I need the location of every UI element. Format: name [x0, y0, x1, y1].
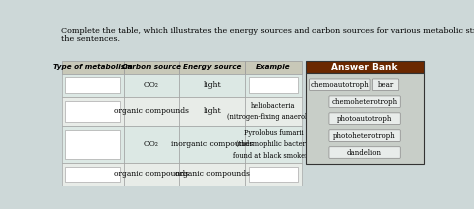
FancyBboxPatch shape	[124, 97, 179, 126]
FancyBboxPatch shape	[310, 79, 370, 90]
Text: chemoautotroph: chemoautotroph	[310, 81, 369, 89]
Text: bear: bear	[377, 81, 393, 89]
FancyBboxPatch shape	[179, 163, 245, 186]
Text: dandelion: dandelion	[347, 149, 382, 157]
FancyBboxPatch shape	[245, 61, 302, 74]
Text: Complete the table, which illustrates the energy sources and carbon sources for : Complete the table, which illustrates th…	[61, 27, 474, 35]
FancyBboxPatch shape	[329, 147, 400, 158]
FancyBboxPatch shape	[124, 126, 179, 163]
FancyBboxPatch shape	[329, 130, 400, 141]
FancyBboxPatch shape	[249, 167, 298, 182]
FancyBboxPatch shape	[245, 74, 302, 97]
FancyBboxPatch shape	[245, 97, 302, 126]
Text: light: light	[203, 81, 221, 89]
Text: photoautotroph: photoautotroph	[337, 115, 392, 123]
Text: heliobacteria
(nitrogen-fixing anaerobes): heliobacteria (nitrogen-fixing anaerobes…	[228, 102, 319, 121]
FancyBboxPatch shape	[65, 101, 120, 122]
FancyBboxPatch shape	[329, 96, 400, 107]
FancyBboxPatch shape	[306, 73, 423, 164]
Text: inorganic compounds: inorganic compounds	[171, 140, 254, 148]
FancyBboxPatch shape	[124, 61, 179, 74]
Text: chemoheterotroph: chemoheterotroph	[331, 98, 398, 106]
FancyBboxPatch shape	[65, 78, 120, 93]
FancyBboxPatch shape	[373, 79, 399, 90]
FancyBboxPatch shape	[179, 61, 245, 74]
FancyBboxPatch shape	[245, 163, 302, 186]
Text: Answer Bank: Answer Bank	[331, 62, 398, 71]
Text: CO₂: CO₂	[144, 81, 159, 89]
Text: the sentences.: the sentences.	[61, 35, 120, 43]
FancyBboxPatch shape	[306, 61, 423, 73]
FancyBboxPatch shape	[245, 126, 302, 163]
Text: Example: Example	[256, 64, 291, 70]
FancyBboxPatch shape	[62, 163, 124, 186]
FancyBboxPatch shape	[62, 61, 124, 74]
Text: Type of metabolism: Type of metabolism	[53, 64, 132, 70]
Text: Energy source: Energy source	[183, 64, 241, 70]
Text: CO₂: CO₂	[144, 140, 159, 148]
FancyBboxPatch shape	[179, 97, 245, 126]
FancyBboxPatch shape	[179, 126, 245, 163]
FancyBboxPatch shape	[65, 167, 120, 182]
FancyBboxPatch shape	[65, 130, 120, 159]
FancyBboxPatch shape	[124, 163, 179, 186]
Text: Carbon source: Carbon source	[122, 64, 181, 70]
FancyBboxPatch shape	[62, 126, 124, 163]
FancyBboxPatch shape	[249, 78, 298, 93]
Text: organic compounds: organic compounds	[114, 171, 189, 178]
Text: organic compounds: organic compounds	[175, 171, 250, 178]
FancyBboxPatch shape	[124, 74, 179, 97]
Text: Pyrolobus fumarii
(thermophilic bacteria
found at black smokers): Pyrolobus fumarii (thermophilic bacteria…	[233, 129, 314, 159]
FancyBboxPatch shape	[329, 113, 400, 124]
Text: organic compounds: organic compounds	[114, 107, 189, 115]
Text: photoheterotroph: photoheterotroph	[333, 132, 396, 140]
FancyBboxPatch shape	[62, 97, 124, 126]
Text: light: light	[203, 107, 221, 115]
FancyBboxPatch shape	[62, 74, 124, 97]
FancyBboxPatch shape	[179, 74, 245, 97]
